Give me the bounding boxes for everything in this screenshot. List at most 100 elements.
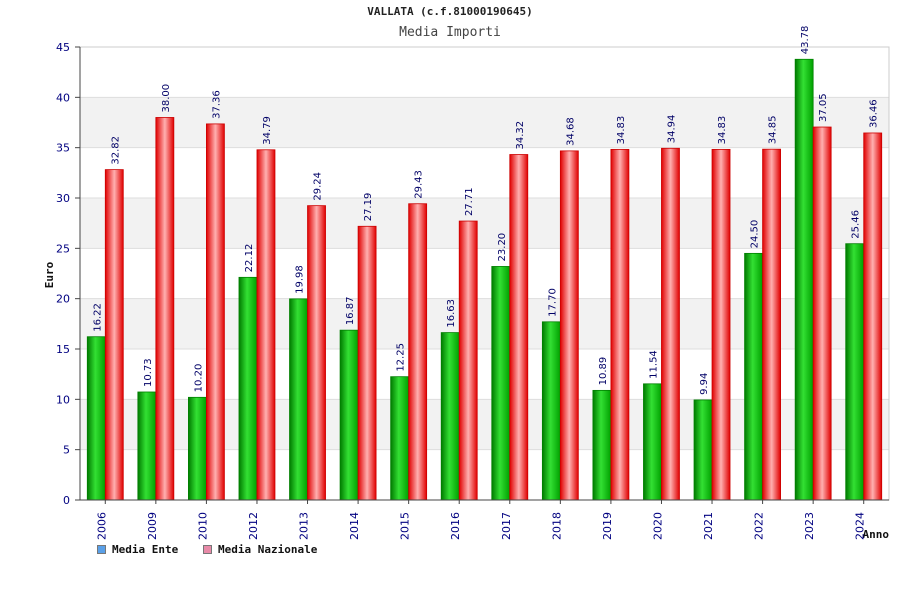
data-label: 25.46 [851, 210, 862, 239]
y-axis-label: Euro [43, 261, 56, 288]
chart-subtitle: Media Importi [399, 25, 501, 40]
data-label: 34.68 [565, 117, 576, 146]
x-tick-label: 2023 [803, 512, 816, 540]
bars [86, 58, 883, 501]
bar-media-nazionale [458, 220, 478, 501]
bar-media-nazionale [307, 205, 326, 501]
bar-media-ente [541, 321, 561, 501]
y-tick-label: 35 [56, 142, 70, 155]
x-axis-label: Anno [863, 528, 890, 541]
chart-title: VALLATA (c.f.81000190645) [367, 5, 533, 18]
x-tick-label: 2015 [399, 512, 412, 540]
data-label: 11.54 [648, 350, 659, 379]
x-tick-label: 2006 [95, 512, 108, 540]
axes: Euro Anno 0 5 10 15 20 25 30 35 40 45 2006 2009 2010… [43, 41, 889, 541]
bar-media-ente [643, 383, 662, 501]
y-tick-label: 5 [63, 444, 70, 457]
bar-media-nazionale [256, 149, 276, 501]
bar-media-ente [491, 266, 511, 501]
data-label: 34.79 [262, 116, 273, 145]
bar-media-nazionale [509, 154, 529, 501]
data-label: 23.20 [497, 233, 508, 262]
x-tick-label: 2014 [348, 512, 361, 540]
legend-label-media-nazionale: Media Nazionale [218, 543, 318, 556]
grid-band [80, 47, 889, 98]
data-label: 37.05 [818, 93, 829, 122]
data-label: 29.24 [313, 172, 324, 201]
legend-swatch-media-nazionale [203, 545, 212, 554]
bar-media-ente [390, 376, 410, 501]
data-label: 27.71 [464, 187, 475, 216]
x-tick-label: 2019 [601, 512, 614, 540]
data-label: 16.87 [345, 297, 356, 326]
bar-media-ente [744, 252, 763, 501]
bar-media-nazionale [408, 203, 428, 501]
data-label: 10.73 [143, 358, 154, 387]
bar-media-ente [188, 396, 207, 501]
data-label: 9.94 [699, 373, 710, 395]
bar-media-ente [693, 399, 713, 501]
y-tick-label: 0 [63, 494, 70, 507]
legend-item-media-nazionale: Media Nazionale [203, 543, 317, 556]
x-tick-label: 2009 [146, 512, 159, 540]
x-tick-label: 2022 [753, 512, 766, 540]
bar-media-ente [289, 298, 308, 501]
bar-media-nazionale [104, 169, 124, 501]
data-label: 34.83 [616, 116, 627, 145]
data-label: 34.32 [515, 121, 526, 150]
y-tick-label: 25 [56, 242, 70, 255]
data-label: 12.25 [396, 343, 407, 372]
y-tick-label: 10 [56, 393, 70, 406]
x-tick-label: 2021 [702, 512, 715, 540]
data-label: 38.00 [161, 84, 172, 113]
legend-item-media-ente: Media Ente [97, 543, 178, 556]
x-tick-label: 2018 [550, 512, 563, 540]
data-label: 34.83 [717, 116, 728, 145]
x-tick-label: 2020 [651, 512, 664, 540]
data-label: 10.20 [193, 364, 204, 393]
bar-media-ente [238, 276, 258, 501]
bar-media-ente [440, 332, 460, 501]
bar-media-ente [137, 391, 157, 501]
bar-media-nazionale [863, 132, 883, 501]
bar-media-nazionale [206, 123, 225, 501]
data-label: 22.12 [244, 244, 255, 273]
bar-media-nazionale [357, 225, 377, 501]
data-label: 24.50 [750, 220, 761, 249]
data-label: 34.94 [666, 115, 677, 144]
y-tick-label: 45 [56, 41, 70, 54]
legend-label-media-ente: Media Ente [112, 543, 179, 556]
bar-media-ente [592, 389, 612, 501]
y-tick-label: 30 [56, 192, 70, 205]
legend-swatch-media-ente [97, 545, 106, 554]
data-label: 17.70 [547, 288, 558, 317]
data-label: 36.46 [869, 99, 880, 128]
x-tick-label: 2013 [298, 512, 311, 540]
bar-media-nazionale [610, 148, 630, 501]
bar-media-nazionale [559, 150, 579, 501]
data-label: 43.78 [800, 26, 811, 55]
x-tick-label: 2017 [500, 512, 513, 540]
bar-media-nazionale [661, 147, 680, 501]
bar-media-nazionale [812, 126, 832, 501]
y-tick-label: 40 [56, 91, 70, 104]
x-tick-label: 2010 [196, 512, 209, 540]
x-tick-label: 2016 [449, 512, 462, 540]
data-label: 10.89 [598, 357, 609, 386]
y-tick-label: 20 [56, 293, 70, 306]
data-label: 16.22 [92, 303, 103, 332]
data-label: 29.43 [414, 170, 425, 199]
bar-media-nazionale [155, 117, 175, 501]
data-label: 19.98 [295, 265, 306, 294]
data-label: 34.85 [768, 116, 779, 145]
y-tick-label: 15 [56, 343, 70, 356]
data-label: 27.19 [363, 193, 374, 222]
bar-media-nazionale [711, 148, 731, 501]
bar-media-ente [86, 336, 106, 501]
bar-media-nazionale [762, 148, 781, 501]
data-label: 37.36 [211, 90, 222, 119]
data-label: 16.63 [446, 299, 457, 328]
data-label: 32.82 [110, 136, 121, 165]
bar-media-ente [845, 243, 865, 501]
